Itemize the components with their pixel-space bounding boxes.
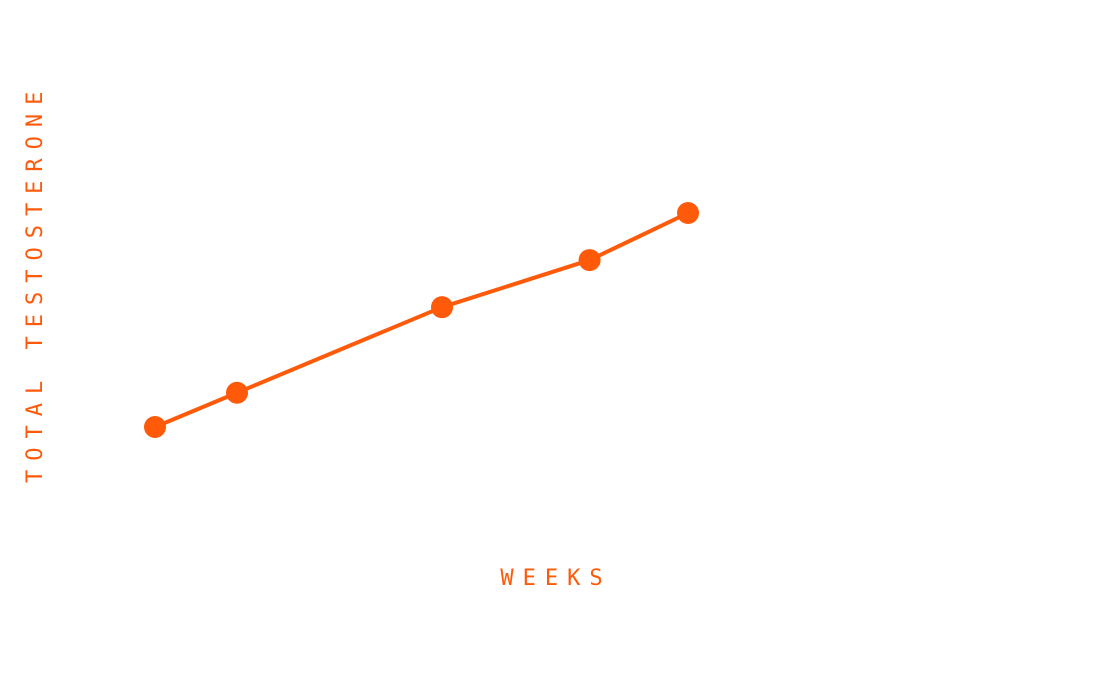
x-axis-title: WEEKS — [500, 566, 611, 591]
data-point — [578, 249, 601, 272]
data-point — [144, 416, 166, 438]
data-point — [431, 296, 453, 319]
data-point — [677, 202, 699, 224]
series-layer — [144, 202, 699, 438]
data-point — [226, 381, 248, 404]
y-axis-title: TOTAL TESTOSTERONE — [23, 83, 48, 483]
